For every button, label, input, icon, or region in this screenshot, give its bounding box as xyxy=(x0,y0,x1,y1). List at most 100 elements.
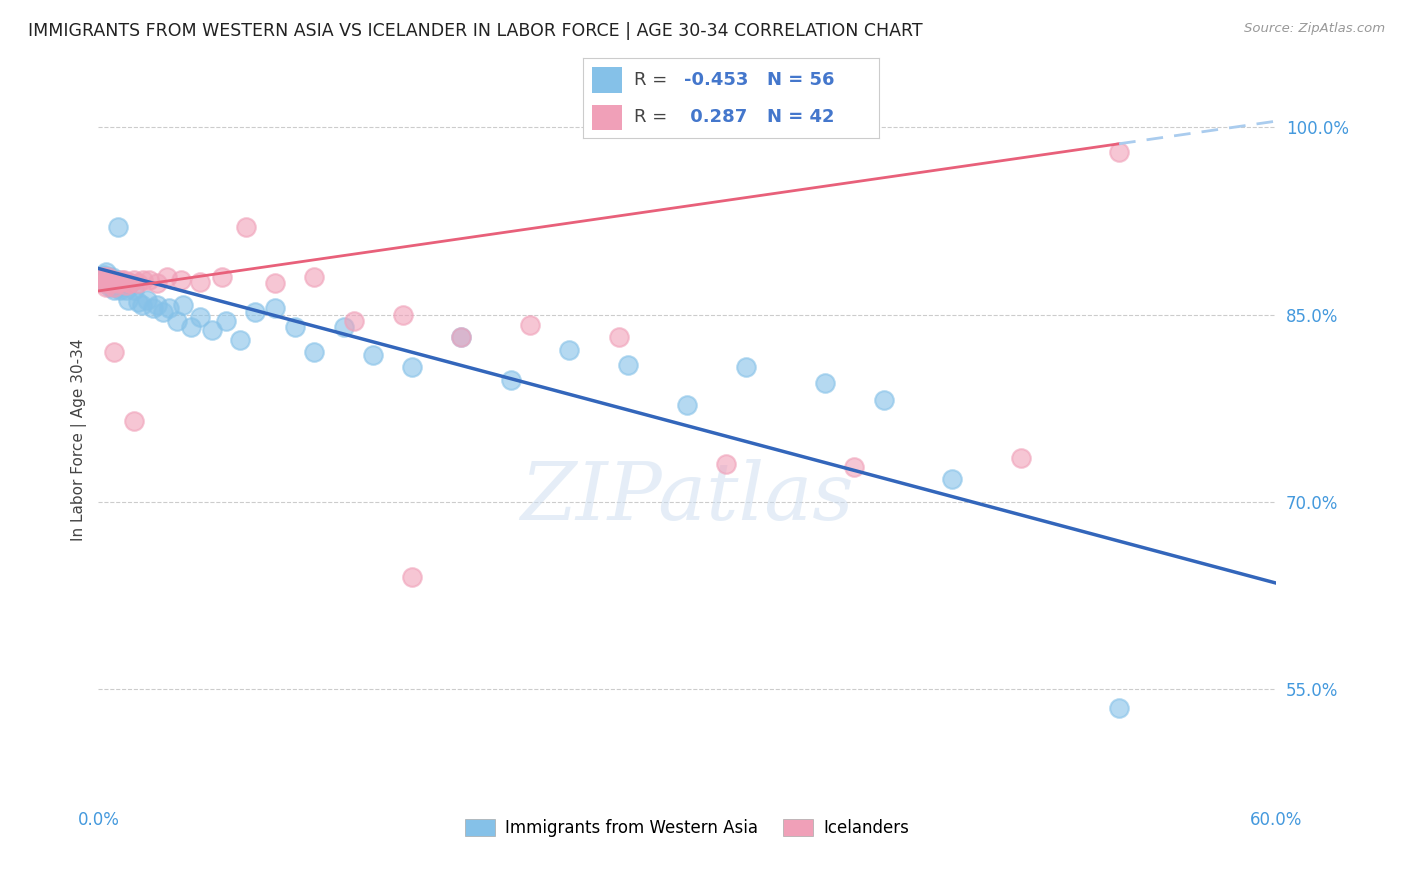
Point xyxy=(142,301,165,316)
Point xyxy=(131,298,153,312)
Point xyxy=(114,283,136,297)
Point xyxy=(941,473,963,487)
Text: 0.287: 0.287 xyxy=(683,108,747,126)
Point xyxy=(111,280,134,294)
Point xyxy=(97,275,120,289)
Text: -0.453: -0.453 xyxy=(683,70,748,88)
Point xyxy=(91,270,114,285)
Point xyxy=(201,323,224,337)
Point xyxy=(332,320,354,334)
Legend: Immigrants from Western Asia, Icelanders: Immigrants from Western Asia, Icelanders xyxy=(458,813,915,844)
Point xyxy=(96,265,118,279)
Point xyxy=(98,280,121,294)
Point xyxy=(519,318,541,332)
Point xyxy=(89,273,111,287)
Point xyxy=(842,460,865,475)
Point xyxy=(215,314,238,328)
Point xyxy=(264,301,287,316)
Point xyxy=(284,320,307,334)
Point xyxy=(235,220,257,235)
Point xyxy=(108,283,131,297)
Point xyxy=(138,273,160,287)
Point xyxy=(716,458,738,472)
Point xyxy=(1108,701,1130,715)
Point xyxy=(1108,145,1130,160)
Point xyxy=(170,273,193,287)
Point xyxy=(111,273,134,287)
Point xyxy=(152,305,174,319)
Text: R =: R = xyxy=(634,70,672,88)
Point xyxy=(105,275,128,289)
Point xyxy=(676,398,699,412)
Point xyxy=(361,348,384,362)
Point xyxy=(172,298,194,312)
Point xyxy=(96,280,118,294)
Bar xyxy=(592,67,621,93)
Point xyxy=(617,358,640,372)
Point xyxy=(103,283,125,297)
Point xyxy=(122,283,145,297)
Point xyxy=(450,330,472,344)
Point xyxy=(117,293,139,307)
Point xyxy=(735,360,758,375)
Point xyxy=(98,273,121,287)
Point xyxy=(245,305,267,319)
Point xyxy=(93,277,115,291)
Text: Source: ZipAtlas.com: Source: ZipAtlas.com xyxy=(1244,22,1385,36)
Point xyxy=(89,273,111,287)
Point xyxy=(558,343,581,357)
Bar xyxy=(592,104,621,130)
Point xyxy=(157,301,180,316)
Point xyxy=(872,392,894,407)
Point xyxy=(401,570,423,584)
Point xyxy=(108,275,131,289)
Point xyxy=(112,273,135,287)
Point xyxy=(93,277,115,291)
Point xyxy=(304,345,326,359)
Y-axis label: In Labor Force | Age 30-34: In Labor Force | Age 30-34 xyxy=(72,338,87,541)
Point xyxy=(103,275,125,289)
Point xyxy=(118,277,141,291)
Point xyxy=(401,360,423,375)
Point xyxy=(97,270,120,285)
Point xyxy=(304,270,326,285)
Point xyxy=(107,273,129,287)
Point xyxy=(211,270,233,285)
Point xyxy=(93,268,115,282)
Text: ZIPatlas: ZIPatlas xyxy=(520,458,853,536)
Point xyxy=(136,293,159,307)
Text: N = 56: N = 56 xyxy=(766,70,834,88)
Point xyxy=(101,270,124,285)
Point xyxy=(117,275,139,289)
Point xyxy=(107,277,129,291)
Point xyxy=(190,275,212,289)
Point xyxy=(228,333,250,347)
Point xyxy=(166,314,188,328)
Point xyxy=(190,310,212,325)
Point xyxy=(107,220,129,235)
Point xyxy=(122,273,145,287)
Point xyxy=(146,298,169,312)
Point xyxy=(105,280,128,294)
Point xyxy=(132,273,155,287)
Point xyxy=(146,277,169,291)
Point xyxy=(118,277,141,291)
Text: IMMIGRANTS FROM WESTERN ASIA VS ICELANDER IN LABOR FORCE | AGE 30-34 CORRELATION: IMMIGRANTS FROM WESTERN ASIA VS ICELANDE… xyxy=(28,22,922,40)
Point xyxy=(264,277,287,291)
Point xyxy=(127,295,149,310)
Point xyxy=(112,275,135,289)
Point xyxy=(342,314,364,328)
Text: N = 42: N = 42 xyxy=(766,108,834,126)
Point xyxy=(450,330,472,344)
Point xyxy=(93,270,115,285)
Point xyxy=(105,275,128,289)
Point xyxy=(391,308,413,322)
Point xyxy=(97,275,120,289)
Point xyxy=(156,270,179,285)
Point xyxy=(97,270,120,285)
Point xyxy=(96,273,118,287)
Point xyxy=(607,330,630,344)
Point xyxy=(122,414,145,428)
Text: R =: R = xyxy=(634,108,672,126)
Point xyxy=(103,345,125,359)
